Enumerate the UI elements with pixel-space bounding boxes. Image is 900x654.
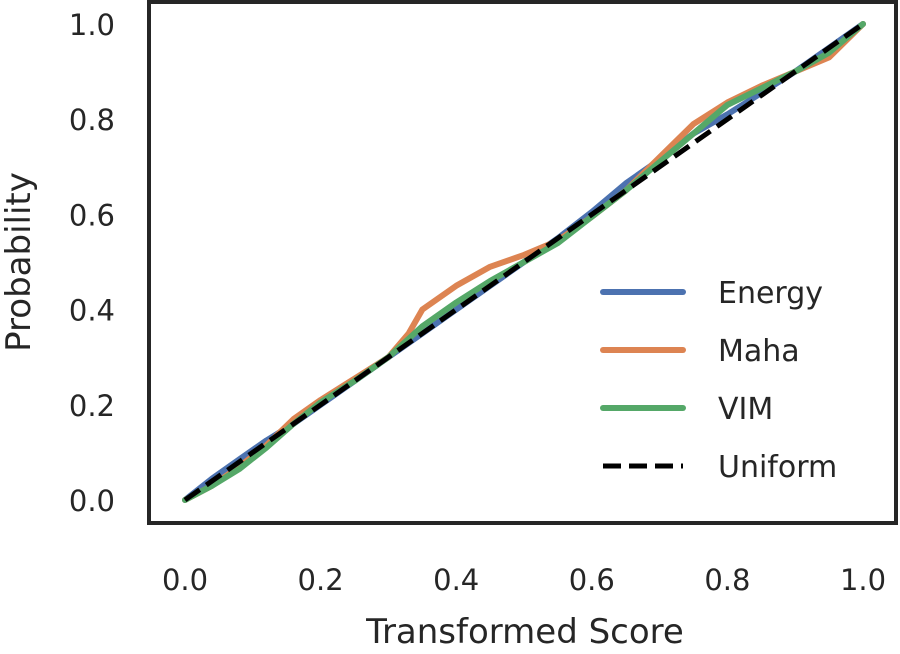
y-axis-label: Probability [0, 172, 39, 352]
legend: Energy Maha VIM Uniform [600, 276, 837, 485]
series-line-uniform [183, 21, 865, 503]
y-tick-label: 0.6 [69, 198, 115, 232]
legend-label: VIM [718, 392, 773, 427]
y-tick-label: 0.8 [69, 103, 115, 137]
x-axis-label: Transformed Score [365, 612, 684, 652]
x-tick-label: 0.6 [569, 563, 615, 597]
y-tick-labels: 0.0 0.2 0.4 0.6 0.8 1.0 [69, 8, 115, 518]
series-layer [182, 21, 866, 503]
legend-item-maha: Maha [600, 334, 800, 369]
x-tick-label: 1.0 [840, 563, 886, 597]
y-tick-label: 1.0 [69, 8, 115, 42]
legend-label: Uniform [718, 450, 837, 485]
x-tick-labels: 0.0 0.2 0.4 0.6 0.8 1.0 [162, 563, 886, 597]
y-tick-label: 0.2 [69, 389, 115, 423]
y-tick-label: 0.0 [69, 484, 115, 518]
x-tick-label: 0.2 [298, 563, 344, 597]
x-tick-label: 0.4 [433, 563, 479, 597]
y-tick-label: 0.4 [69, 294, 115, 328]
legend-item-vim: VIM [600, 392, 773, 427]
x-tick-label: 0.0 [162, 563, 208, 597]
x-tick-label: 0.8 [704, 563, 750, 597]
legend-item-uniform: Uniform [603, 450, 837, 485]
legend-item-energy: Energy [600, 276, 823, 311]
legend-label: Maha [718, 334, 800, 369]
plot-frame [147, 0, 898, 525]
legend-label: Energy [718, 276, 823, 311]
